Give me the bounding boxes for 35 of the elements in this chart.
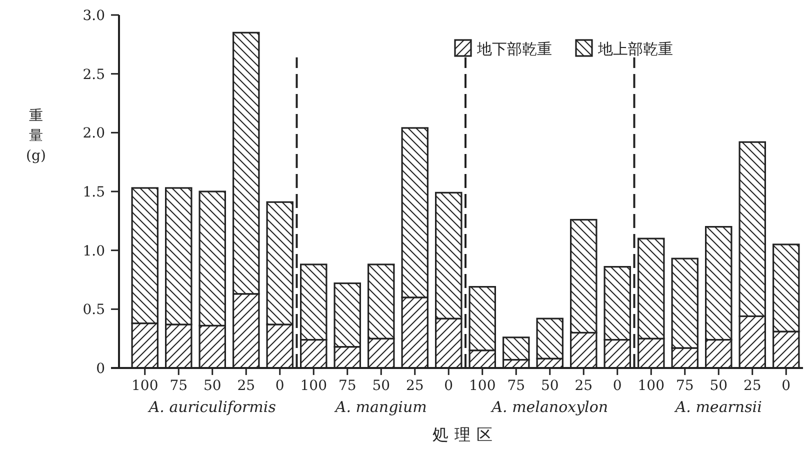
text: A. auriculiformis [146,398,276,416]
x-tick-label: 75 [676,378,694,394]
y-tick-label: 0 [96,361,105,377]
x-tick-label: 50 [372,378,390,394]
x-tick-label: 50 [710,378,728,394]
x-tick-label: 75 [338,378,356,394]
legend-label: 地下部乾重 [476,40,552,58]
x-tick-label: 100 [638,378,664,394]
x-tick-label: 0 [612,378,622,394]
x-tick-label: 75 [170,378,188,394]
y-tick-label: 3.0 [82,8,105,24]
x-tick-label: 100 [469,378,496,394]
x-axis-title: 処理区 [432,425,498,444]
y-tick-label: 1.5 [82,184,105,200]
x-tick-label: 100 [300,378,327,394]
text: A. melanoxylon [490,398,608,416]
x-tick-label: 50 [203,378,222,394]
x-tick-label: 100 [132,378,158,394]
x-tick-label: 0 [444,378,454,394]
x-tick-label: 75 [507,378,526,394]
y-tick-label: 2.5 [82,66,105,83]
x-tick-label: 25 [406,378,424,394]
y-tick-label: 1.0 [82,243,105,260]
y-tick-label: 2.0 [82,126,105,142]
text: A. mangium [333,398,427,416]
x-tick-label: 0 [275,378,284,394]
text: A. mearnsii [673,398,762,416]
x-tick-label: 25 [743,378,762,394]
x-tick-label: 25 [237,378,256,394]
x-tick-label: 0 [782,378,791,394]
y-tick-label: 0.5 [82,302,105,318]
x-tick-label: 50 [540,378,559,394]
y-axis-title: 重量 (g) [26,108,46,164]
x-tick-label: 25 [574,378,593,394]
legend-label: 地上部乾重 [597,40,673,58]
